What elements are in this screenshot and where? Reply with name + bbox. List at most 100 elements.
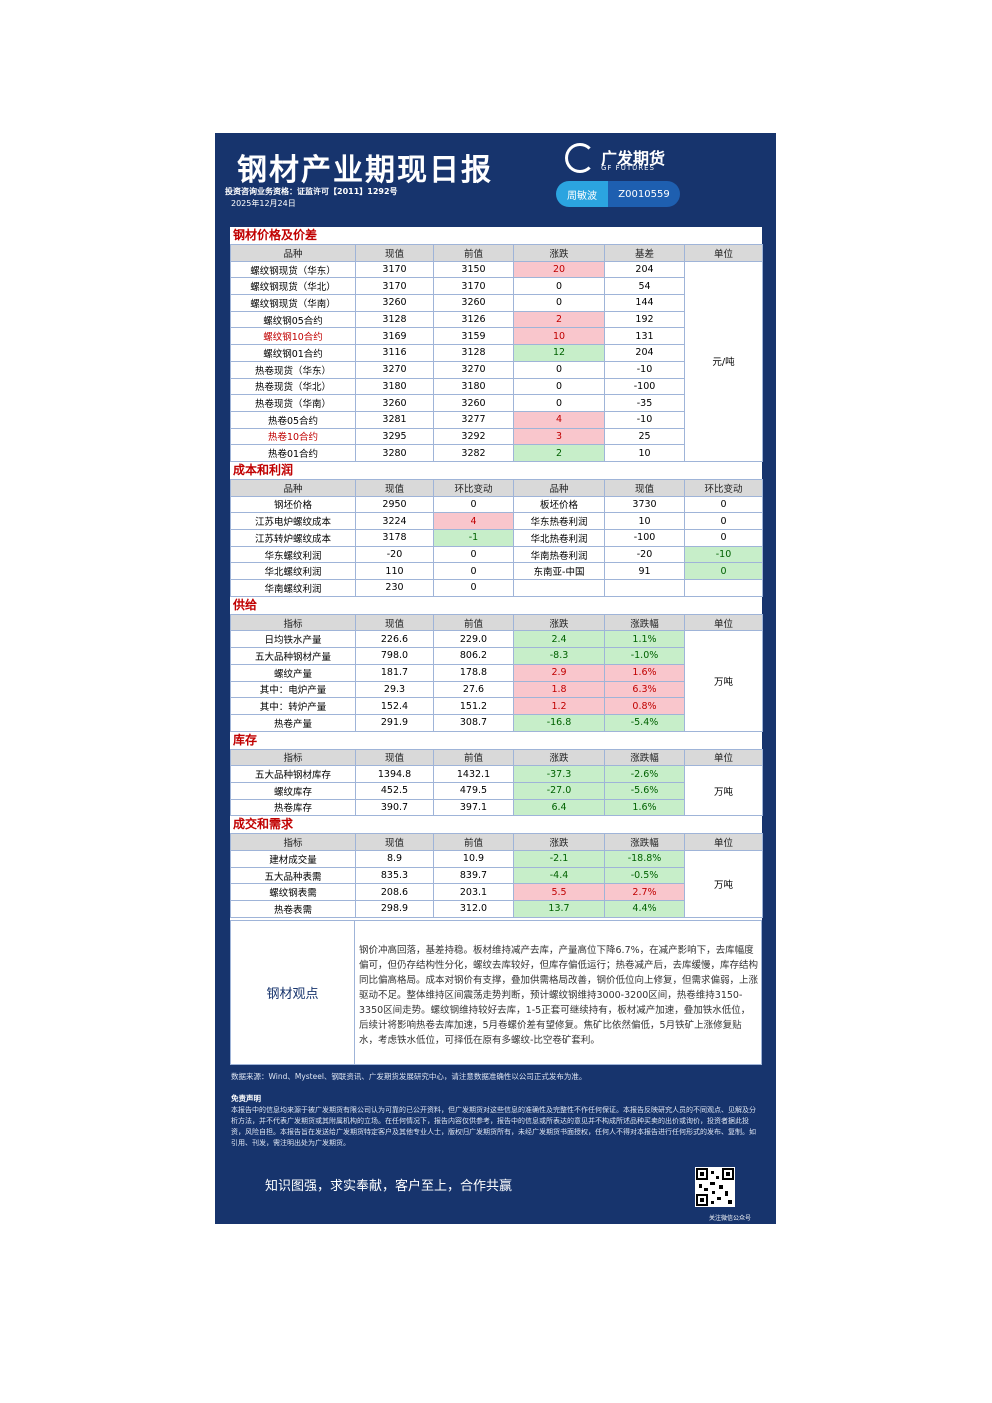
table-cell: -10 bbox=[684, 545, 763, 564]
table-cell: -10 bbox=[604, 410, 685, 429]
table-cell: 0 bbox=[513, 294, 605, 312]
table-cell: 3150 bbox=[433, 260, 514, 279]
table-cell: -16.8 bbox=[513, 713, 605, 732]
table-row: 华北螺纹利润 110 0 东南亚-中国 91 0 bbox=[230, 562, 763, 581]
table-cell: 螺纹库存 bbox=[230, 781, 356, 800]
column-header: 现值 bbox=[604, 478, 685, 497]
table-cell: 151.2 bbox=[433, 697, 514, 715]
table-row: 螺纹钢01合约 3116 3128 12 204 bbox=[230, 344, 763, 362]
logo-icon bbox=[565, 143, 595, 173]
table-cell: 0 bbox=[433, 545, 514, 564]
column-header: 前值 bbox=[433, 748, 514, 767]
table-cell: 308.7 bbox=[433, 713, 514, 732]
column-header: 涨跌 bbox=[513, 613, 605, 632]
table-cell: 华南热卷利润 bbox=[513, 545, 605, 564]
data-table: 指标 现值 前值 涨跌 涨跌幅 单位 五大品种钢材库存 1394.8 1432.1 -37.3 -2… bbox=[230, 748, 763, 817]
column-header: 品种 bbox=[513, 478, 605, 497]
table-cell: 6.3% bbox=[604, 680, 685, 699]
header-row: 指标 现值 前值 涨跌 涨跌幅 单位 bbox=[230, 748, 763, 767]
table-cell: 181.7 bbox=[355, 663, 434, 682]
table-cell: 10 bbox=[604, 444, 685, 462]
column-header: 品种 bbox=[230, 244, 356, 262]
table-cell: 热卷05合约 bbox=[230, 410, 356, 429]
table-row: 日均铁水产量 226.6 229.0 2.4 1.1% 万吨 bbox=[230, 630, 763, 732]
column-header: 前值 bbox=[433, 244, 514, 262]
table-cell: 1394.8 bbox=[355, 765, 434, 783]
table-cell: 4 bbox=[433, 512, 514, 530]
table-cell: 8.9 bbox=[355, 850, 434, 868]
table-cell: 3277 bbox=[433, 410, 514, 429]
table-cell: 五大品种表需 bbox=[230, 866, 356, 885]
table-row: 热卷库存 390.7 397.1 6.4 1.6% bbox=[230, 798, 763, 817]
table-cell: 3128 bbox=[355, 310, 434, 329]
table-cell: 江苏转炉螺纹成本 bbox=[230, 529, 356, 547]
table-cell: 131 bbox=[604, 327, 685, 346]
table-row: 五大品种钢材库存 1394.8 1432.1 -37.3 -2.6% 万吨 bbox=[230, 765, 763, 817]
analyst-badge: 周敏波 Z0010559 bbox=[556, 181, 680, 207]
table-cell: 1432.1 bbox=[433, 765, 514, 783]
table-cell: 1.8 bbox=[513, 680, 605, 699]
table-cell: 螺纹钢表需 bbox=[230, 883, 356, 902]
table-cell: 热卷现货（华南） bbox=[230, 394, 356, 412]
section: 成本和利润 品种 现值 环比变动 品种 现值 环比变动 钢坯价格 2950 0 板坯价格 3730 0 江… bbox=[230, 462, 763, 597]
table-cell: 204 bbox=[604, 344, 685, 362]
table-cell: 3260 bbox=[433, 294, 514, 312]
data-table: 品种 现值 前值 涨跌 基差 单位 螺纹钢现货（华东） 3170 3150 20 204 元/吨 螺纹钢… bbox=[230, 244, 763, 462]
table-cell: 螺纹钢01合约 bbox=[230, 344, 356, 362]
table-cell: 298.9 bbox=[355, 900, 434, 918]
header-row: 品种 现值 环比变动 品种 现值 环比变动 bbox=[230, 478, 763, 497]
table-row: 螺纹钢10合约 3169 3159 10 131 bbox=[230, 327, 763, 346]
column-header: 涨跌幅 bbox=[604, 613, 685, 632]
table-row: 螺纹钢现货（华南） 3260 3260 0 144 bbox=[230, 294, 763, 312]
section: 成交和需求 指标 现值 前值 涨跌 涨跌幅 单位 建材成交量 8.9 10.9 -2.1 -18.8%… bbox=[230, 816, 763, 918]
table-cell: 华东螺纹利润 bbox=[230, 545, 356, 564]
table-cell: 1.2 bbox=[513, 697, 605, 715]
table-cell: 热卷产量 bbox=[230, 713, 356, 732]
table-cell: 204 bbox=[604, 260, 685, 279]
table-cell: 3260 bbox=[433, 394, 514, 412]
table-row: 华南螺纹利润 230 0 bbox=[230, 579, 763, 597]
table-cell: 27.6 bbox=[433, 680, 514, 699]
table-cell: 0 bbox=[684, 495, 763, 514]
table-cell: 热卷库存 bbox=[230, 798, 356, 817]
table-cell: 五大品种钢材库存 bbox=[230, 765, 356, 783]
table-cell: 热卷01合约 bbox=[230, 444, 356, 462]
table-cell: 3126 bbox=[433, 310, 514, 329]
table-cell: 热卷表需 bbox=[230, 900, 356, 918]
table-cell: 3178 bbox=[355, 529, 434, 547]
column-header: 指标 bbox=[230, 833, 356, 851]
table-cell: 10.9 bbox=[433, 850, 514, 868]
empty-cell bbox=[513, 579, 605, 597]
table-cell: 110 bbox=[355, 562, 434, 581]
analyst-id: Z0010559 bbox=[608, 181, 680, 207]
table-cell: 螺纹钢现货（华东） bbox=[230, 260, 356, 279]
table-cell: 日均铁水产量 bbox=[230, 630, 356, 649]
table-cell: 25 bbox=[604, 427, 685, 446]
section-title: 供给 bbox=[233, 597, 258, 612]
table-cell: 螺纹钢10合约 bbox=[230, 327, 356, 346]
column-header: 指标 bbox=[230, 613, 356, 632]
table-cell: 312.0 bbox=[433, 900, 514, 918]
table-cell: 5.5 bbox=[513, 883, 605, 902]
table-row: 螺纹钢现货（华东） 3170 3150 20 204 元/吨 bbox=[230, 260, 763, 462]
section-title: 成交和需求 bbox=[233, 817, 294, 832]
unit-cell: 万吨 bbox=[684, 765, 763, 817]
table-cell: 230 bbox=[355, 579, 434, 597]
table-cell: 0 bbox=[513, 377, 605, 396]
logo-en: GF FUTURES bbox=[601, 164, 655, 172]
table-cell: 2.7% bbox=[604, 883, 685, 902]
logo-text: 广发期货 bbox=[601, 149, 666, 168]
table-cell: 0 bbox=[513, 360, 605, 379]
table-cell: 1.6% bbox=[604, 663, 685, 682]
table-cell: 3159 bbox=[433, 327, 514, 346]
empty-cell bbox=[684, 579, 763, 597]
table-cell: 835.3 bbox=[355, 866, 434, 885]
column-header: 环比变动 bbox=[684, 478, 763, 497]
section: 供给 指标 现值 前值 涨跌 涨跌幅 单位 日均铁水产量 226.6 229.0 2.4 1.1% 万吨… bbox=[230, 597, 763, 732]
report-title: 钢材产业期现日报 bbox=[237, 153, 493, 188]
column-header: 涨跌幅 bbox=[604, 833, 685, 851]
table-cell: -2.1 bbox=[513, 850, 605, 868]
table-cell: 3224 bbox=[355, 512, 434, 530]
table-cell: 479.5 bbox=[433, 781, 514, 800]
table-cell: 3169 bbox=[355, 327, 434, 346]
